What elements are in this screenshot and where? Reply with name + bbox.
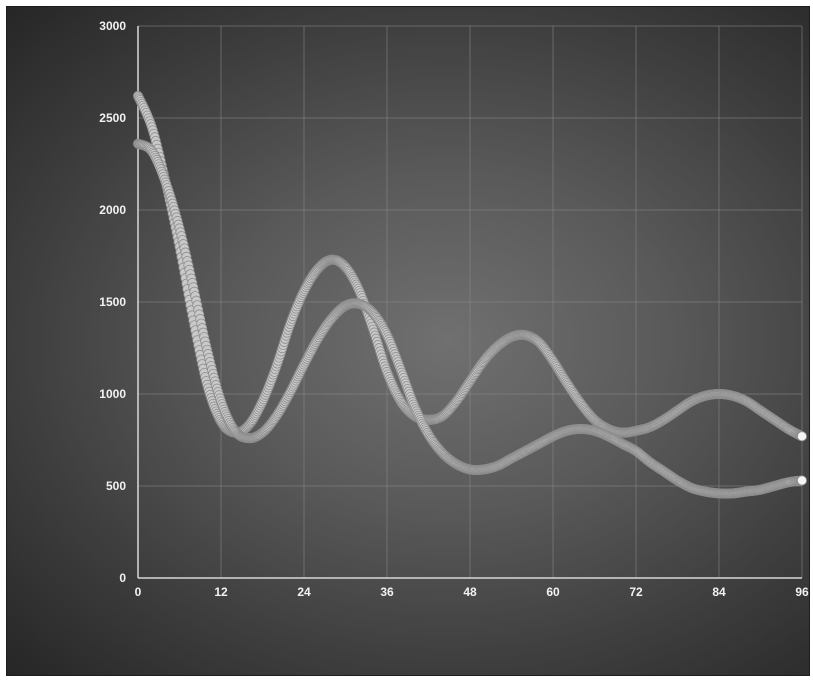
axes bbox=[137, 26, 802, 579]
tick-labels: 0 12 24 36 48 60 72 84 96 0 500 1000 1500 2000 2500 300… bbox=[99, 19, 809, 599]
y-tick-label: 2000 bbox=[99, 203, 126, 217]
data-point bbox=[797, 475, 808, 486]
y-tick-label: 2500 bbox=[99, 111, 126, 125]
y-tick-label: 500 bbox=[106, 479, 126, 493]
x-tick-label: 0 bbox=[135, 585, 142, 599]
y-tick-label: 1500 bbox=[99, 295, 126, 309]
series-layer bbox=[133, 90, 808, 499]
chart-frame: 0 12 24 36 48 60 72 84 96 0 500 1000 1500 2000 2500 300… bbox=[6, 6, 810, 676]
series-1 bbox=[133, 90, 808, 442]
series-2 bbox=[133, 138, 808, 499]
x-tick-label: 96 bbox=[795, 585, 809, 599]
x-tick-label: 12 bbox=[214, 585, 228, 599]
x-tick-label: 84 bbox=[712, 585, 726, 599]
grid bbox=[138, 25, 803, 578]
scatter-chart: 0 12 24 36 48 60 72 84 96 0 500 1000 1500 2000 2500 300… bbox=[99, 19, 809, 599]
data-point bbox=[797, 431, 808, 442]
y-tick-label: 3000 bbox=[99, 19, 126, 33]
x-tick-label: 36 bbox=[380, 585, 394, 599]
x-tick-label: 24 bbox=[297, 585, 311, 599]
x-tick-label: 48 bbox=[463, 585, 477, 599]
y-tick-label: 0 bbox=[119, 571, 126, 585]
x-tick-label: 60 bbox=[546, 585, 560, 599]
x-tick-label: 72 bbox=[629, 585, 643, 599]
y-tick-label: 1000 bbox=[99, 387, 126, 401]
